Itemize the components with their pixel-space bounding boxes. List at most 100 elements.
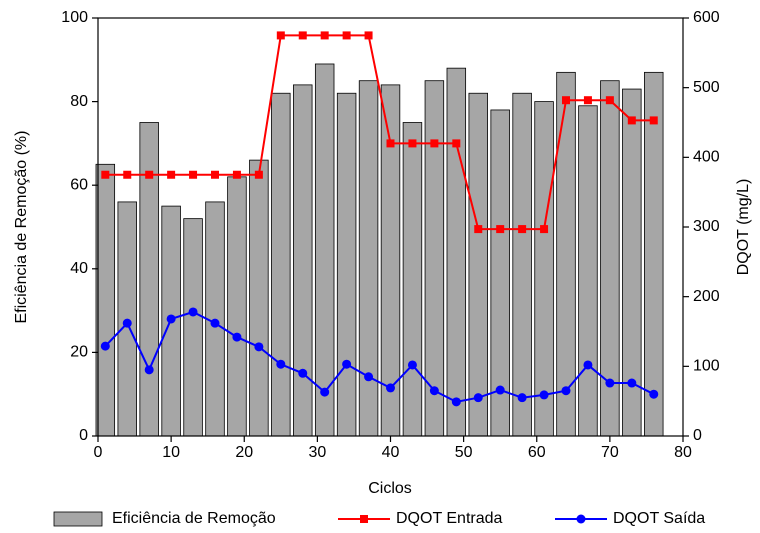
marker (649, 116, 658, 125)
x-tick-label: 30 (308, 444, 326, 461)
marker (496, 225, 505, 234)
marker (298, 31, 307, 40)
marker (429, 386, 439, 396)
legend-label: DQOT Saída (613, 510, 705, 527)
marker (605, 378, 615, 388)
y2-tick-label: 300 (693, 218, 720, 235)
marker (342, 359, 352, 369)
bar (314, 63, 335, 437)
bar (644, 71, 664, 437)
marker (386, 139, 395, 148)
marker (627, 378, 637, 388)
bar (556, 71, 576, 437)
marker (211, 170, 219, 179)
y-tick-label: 60 (70, 176, 88, 193)
legend-label: Eficiência de Remoção (112, 510, 276, 527)
marker (145, 170, 154, 179)
marker (232, 170, 241, 179)
marker (562, 96, 570, 105)
marker (364, 31, 373, 40)
marker (540, 225, 549, 234)
marker (298, 368, 308, 378)
marker (342, 31, 351, 40)
x-tick-label: 20 (235, 444, 253, 461)
bar (249, 159, 269, 437)
marker (583, 96, 592, 105)
marker (561, 386, 571, 396)
legend-marker (576, 514, 586, 524)
marker (452, 139, 461, 148)
y2-tick-label: 400 (693, 149, 720, 166)
x-axis-label: Ciclos (368, 480, 412, 497)
legend-swatch (53, 511, 103, 527)
bar (468, 92, 488, 437)
bar (446, 67, 467, 437)
marker (495, 385, 505, 395)
bar (95, 163, 116, 437)
y-tick-label: 20 (70, 344, 88, 361)
marker (539, 390, 549, 400)
marker (364, 372, 374, 382)
bar (512, 92, 532, 437)
marker (386, 383, 395, 393)
marker (320, 387, 330, 397)
y2-tick-label: 500 (693, 79, 720, 96)
marker (474, 225, 483, 234)
marker (254, 342, 264, 352)
bar (271, 92, 291, 437)
x-tick-label: 10 (162, 444, 180, 461)
marker (276, 31, 285, 40)
bar (293, 84, 313, 437)
bar (358, 80, 379, 437)
bar (336, 92, 357, 437)
marker (518, 225, 527, 234)
y2-tick-label: 600 (693, 9, 720, 26)
y-tick-label: 0 (79, 427, 88, 444)
y-tick-label: 40 (70, 260, 88, 277)
x-tick-label: 70 (601, 444, 619, 461)
marker (408, 139, 417, 148)
marker (649, 389, 659, 399)
bar (139, 122, 159, 437)
marker (123, 170, 132, 179)
legend-marker (360, 515, 368, 523)
y2-tick-label: 200 (693, 288, 720, 305)
marker (276, 359, 286, 369)
bar (183, 218, 203, 437)
bar (227, 176, 247, 437)
marker (451, 397, 461, 407)
y2-tick-label: 100 (693, 358, 720, 375)
marker (320, 31, 329, 40)
bar (578, 105, 598, 437)
y2-axis-label: DQOT (mg/L) (735, 179, 752, 276)
marker (583, 360, 593, 370)
marker (122, 318, 132, 328)
legend-label: DQOT Entrada (396, 510, 503, 527)
marker (101, 170, 110, 179)
marker (430, 139, 439, 148)
x-tick-label: 80 (674, 444, 692, 461)
bar (380, 84, 401, 437)
marker (232, 332, 242, 342)
y-tick-label: 100 (61, 9, 88, 26)
x-tick-label: 60 (528, 444, 546, 461)
marker (210, 318, 220, 328)
marker (189, 170, 198, 179)
marker (517, 393, 527, 403)
x-tick-label: 40 (382, 444, 400, 461)
bar (534, 101, 554, 437)
bar (402, 122, 423, 437)
marker (100, 341, 110, 351)
marker (167, 170, 176, 179)
x-tick-label: 50 (455, 444, 473, 461)
marker (473, 393, 483, 403)
marker (254, 170, 263, 179)
y-axis-label: Eficiência de Remoção (%) (13, 131, 30, 324)
marker (407, 360, 417, 370)
x-tick-label: 0 (94, 444, 103, 461)
marker (605, 96, 614, 105)
marker (166, 314, 176, 324)
marker (144, 365, 154, 375)
y2-tick-label: 0 (693, 427, 702, 444)
